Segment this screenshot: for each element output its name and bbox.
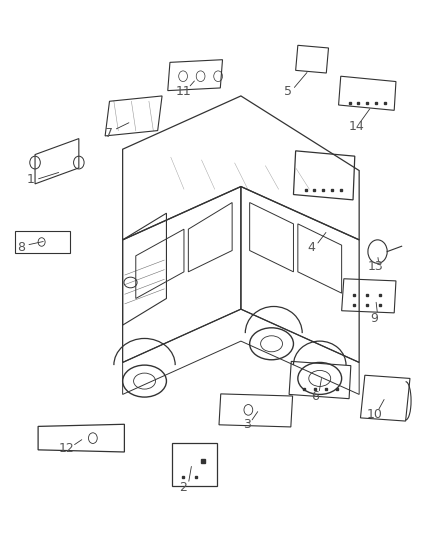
Text: 7: 7 xyxy=(105,127,113,140)
Text: 11: 11 xyxy=(175,85,191,98)
Text: 14: 14 xyxy=(348,120,364,133)
Text: 5: 5 xyxy=(284,85,292,98)
Text: 9: 9 xyxy=(371,312,378,325)
Text: 4: 4 xyxy=(307,241,315,254)
Text: 8: 8 xyxy=(17,241,25,254)
Text: 1: 1 xyxy=(27,173,35,186)
Text: 6: 6 xyxy=(311,390,319,402)
Text: 2: 2 xyxy=(179,481,187,494)
Text: 12: 12 xyxy=(59,442,75,455)
Text: 13: 13 xyxy=(368,260,384,273)
Text: 10: 10 xyxy=(367,408,382,421)
Text: 3: 3 xyxy=(244,418,251,431)
